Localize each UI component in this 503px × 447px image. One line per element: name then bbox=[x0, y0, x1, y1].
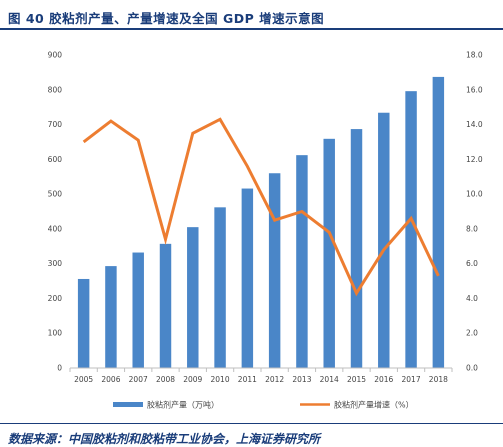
x-axis: 2005 2006 2007 2008 2009 2010 2011 2012 2013 2014… bbox=[69, 368, 453, 384]
bar bbox=[77, 278, 90, 368]
bar bbox=[405, 91, 417, 369]
right-tick-label: 0.0 bbox=[466, 364, 478, 373]
right-tick-label: 2.0 bbox=[466, 329, 478, 338]
bar bbox=[268, 173, 281, 368]
bar bbox=[105, 266, 117, 368]
bar-series bbox=[77, 76, 445, 369]
x-tick-label: 2012 bbox=[265, 375, 284, 384]
right-axis: 0.0 2.0 4.0 6.0 8.0 10.0 12.0 14.0 16.0 18.0 bbox=[466, 51, 483, 373]
left-tick-label: 0 bbox=[57, 364, 62, 373]
left-tick-label: 600 bbox=[48, 155, 63, 164]
bar bbox=[350, 129, 363, 368]
right-tick-label: 8.0 bbox=[466, 224, 478, 233]
x-tick-label: 2018 bbox=[429, 375, 448, 384]
figure-title: 图 40 胶粘剂产量、产量增速及全国 GDP 增速示意图 bbox=[8, 11, 325, 26]
x-tick-label: 2008 bbox=[156, 375, 175, 384]
x-tick-label: 2014 bbox=[320, 375, 339, 384]
bar bbox=[378, 112, 390, 368]
line-series bbox=[82, 117, 440, 297]
bar bbox=[159, 243, 172, 368]
x-tick-label: 2013 bbox=[292, 375, 311, 384]
legend-line-label: 胶粘剂产量增速（%） bbox=[334, 400, 414, 410]
x-tick-label: 2006 bbox=[101, 375, 120, 384]
x-tick-label: 2009 bbox=[183, 375, 202, 384]
x-tick-label: 2015 bbox=[347, 375, 366, 384]
x-tick-label: 2005 bbox=[74, 375, 93, 384]
title-rule bbox=[0, 28, 503, 30]
right-tick-label: 6.0 bbox=[466, 259, 478, 268]
x-tick-label: 2007 bbox=[129, 375, 148, 384]
left-tick-label: 200 bbox=[48, 294, 63, 303]
right-tick-label: 12.0 bbox=[466, 155, 483, 164]
right-tick-label: 14.0 bbox=[466, 120, 483, 129]
bar bbox=[132, 252, 144, 368]
source-note: 数据来源：中国胶粘剂和胶粘带工业协会，上海证券研究所 bbox=[8, 432, 321, 446]
bar bbox=[214, 207, 226, 368]
x-tick-label: 2010 bbox=[211, 375, 230, 384]
legend-bar-label: 胶粘剂产量（万吨） bbox=[147, 400, 219, 410]
left-tick-label: 100 bbox=[48, 329, 63, 338]
left-tick-label: 400 bbox=[48, 224, 63, 233]
x-tick-label: 2011 bbox=[238, 375, 257, 384]
legend: 胶粘剂产量（万吨） 胶粘剂产量增速（%） bbox=[113, 400, 414, 410]
bar bbox=[323, 138, 335, 368]
left-tick-label: 900 bbox=[48, 51, 63, 60]
bar bbox=[187, 227, 199, 368]
bar bbox=[241, 188, 254, 368]
right-tick-label: 10.0 bbox=[466, 190, 483, 199]
source-rule bbox=[0, 423, 503, 424]
x-tick-label: 2017 bbox=[402, 375, 421, 384]
left-tick-label: 300 bbox=[48, 259, 63, 268]
legend-bar-swatch bbox=[113, 402, 143, 407]
left-axis: 0 100 200 300 400 500 600 700 800 900 bbox=[48, 51, 63, 373]
bar bbox=[432, 76, 445, 368]
right-tick-label: 4.0 bbox=[466, 294, 478, 303]
bar bbox=[296, 155, 308, 368]
x-tick-label: 2016 bbox=[374, 375, 393, 384]
right-tick-label: 18.0 bbox=[466, 51, 483, 60]
left-tick-label: 700 bbox=[48, 120, 63, 129]
left-tick-label: 500 bbox=[48, 190, 63, 199]
growth-line bbox=[82, 117, 440, 297]
left-tick-label: 800 bbox=[48, 85, 63, 94]
right-tick-label: 16.0 bbox=[466, 85, 483, 94]
